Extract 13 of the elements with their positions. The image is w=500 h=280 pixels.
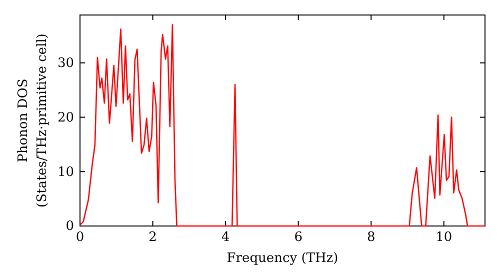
line-series	[79, 24, 486, 227]
y-axis-title: Phonon DOS (States/THz·primitive cell)	[16, 33, 50, 208]
y-tick-label: 0	[66, 219, 74, 234]
x-tick-label: 0	[76, 230, 84, 246]
y-tick-label: 30	[57, 56, 74, 72]
x-tick-label: 8	[366, 230, 376, 246]
y-tick-label: 20	[57, 110, 74, 126]
x-tick-label: 2	[148, 230, 157, 246]
x-tick-label: 10	[436, 230, 452, 246]
x-axis-title: Frequency (THz)	[226, 251, 338, 266]
x-tick-label: 4	[221, 230, 230, 246]
x-tick-label: 6	[294, 230, 302, 246]
y-tick-label: 10	[57, 164, 74, 180]
